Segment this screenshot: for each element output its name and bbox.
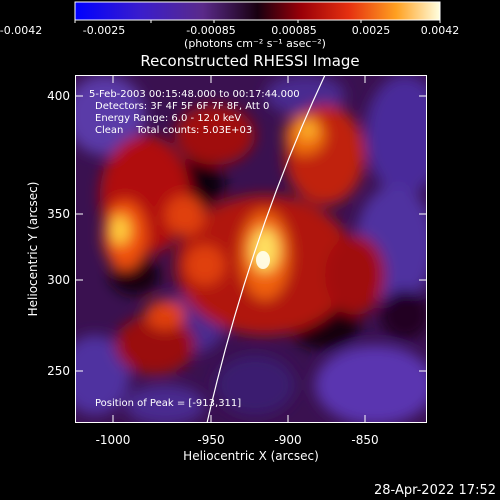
y-axis-label: Heliocentric Y (arcsec)	[26, 181, 40, 317]
render-timestamp: 28-Apr-2022 17:52	[374, 483, 496, 498]
x-tick-label: -1000	[95, 433, 131, 447]
time-annotation: 5-Feb-2003 00:15:48.000 to 00:17:44.000	[89, 89, 300, 100]
x-axis-label: Heliocentric X (arcsec)	[183, 449, 319, 463]
colorbar-tick: -0.00085	[186, 24, 236, 37]
x-tick-label: -900	[274, 433, 302, 447]
colorbar-tick: 0.00085	[271, 24, 317, 37]
y-tick-label: 350	[47, 207, 70, 221]
y-tick-container: 400 350 300 250	[0, 0, 70, 500]
colorbar-tick: -0.0025	[82, 24, 126, 37]
colorbar-tick: 0.0025	[351, 24, 391, 37]
y-tick-label: 250	[47, 364, 70, 378]
y-tick-label: 300	[47, 273, 70, 287]
colorbar-unit: (photons cm⁻² s⁻¹ asec⁻²)	[184, 37, 326, 50]
plot-title: Reconstructed RHESSI Image	[140, 52, 360, 70]
peak-annotation: Position of Peak = [-913,311]	[95, 398, 242, 409]
x-tick-label: -850	[351, 433, 379, 447]
y-tick-label: 400	[47, 89, 70, 103]
x-tick-label: -950	[197, 433, 225, 447]
detectors-annotation: Detectors: 3F 4F 5F 6F 7F 8F, Att 0	[95, 101, 270, 112]
colorbar	[74, 1, 441, 23]
colorbar-tick: -0.0042	[0, 24, 43, 37]
colorbar-tick: 0.0042	[420, 24, 460, 37]
rhessi-image	[75, 75, 427, 423]
clean-annotation: Clean Total counts: 5.03E+03	[95, 125, 253, 136]
peak-source	[256, 251, 270, 269]
solar-limb-line	[206, 75, 326, 423]
energy-annotation: Energy Range: 6.0 - 12.0 keV	[95, 113, 242, 124]
